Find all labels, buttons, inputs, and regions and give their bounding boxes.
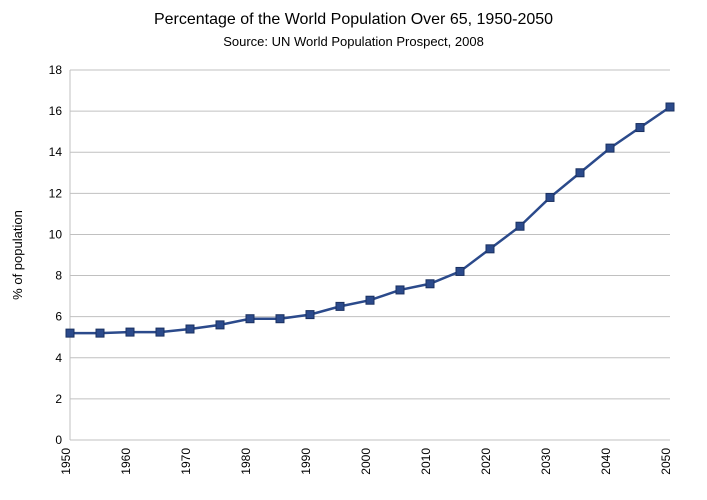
data-marker bbox=[96, 329, 104, 337]
y-tick-label: 2 bbox=[55, 392, 62, 406]
y-tick-label: 0 bbox=[55, 433, 62, 447]
data-marker bbox=[636, 124, 644, 132]
data-marker bbox=[546, 193, 554, 201]
data-marker bbox=[66, 329, 74, 337]
x-tick-label: 2000 bbox=[359, 448, 373, 475]
chart-subtitle: Source: UN World Population Prospect, 20… bbox=[223, 34, 484, 49]
x-tick-label: 1960 bbox=[119, 448, 133, 475]
x-tick-label: 2030 bbox=[539, 448, 553, 475]
y-tick-label: 6 bbox=[55, 310, 62, 324]
x-tick-label: 1970 bbox=[179, 448, 193, 475]
data-marker bbox=[516, 222, 524, 230]
line-chart: Percentage of the World Population Over … bbox=[0, 0, 707, 500]
data-marker bbox=[396, 286, 404, 294]
data-marker bbox=[366, 296, 374, 304]
data-marker bbox=[606, 144, 614, 152]
chart-title: Percentage of the World Population Over … bbox=[154, 11, 553, 28]
data-marker bbox=[666, 103, 674, 111]
data-marker bbox=[216, 321, 224, 329]
data-marker bbox=[276, 315, 284, 323]
data-marker bbox=[426, 280, 434, 288]
x-tick-label: 1990 bbox=[299, 448, 313, 475]
data-marker bbox=[486, 245, 494, 253]
x-tick-label: 2010 bbox=[419, 448, 433, 475]
data-marker bbox=[576, 169, 584, 177]
data-marker bbox=[156, 328, 164, 336]
x-tick-label: 1980 bbox=[239, 448, 253, 475]
chart-container: Percentage of the World Population Over … bbox=[0, 0, 707, 500]
data-marker bbox=[126, 328, 134, 336]
data-marker bbox=[306, 311, 314, 319]
y-tick-label: 18 bbox=[49, 63, 63, 77]
y-tick-label: 16 bbox=[49, 104, 63, 118]
y-tick-label: 12 bbox=[49, 186, 63, 200]
x-tick-label: 2020 bbox=[479, 448, 493, 475]
x-tick-label: 2050 bbox=[659, 448, 673, 475]
y-tick-label: 14 bbox=[49, 145, 63, 159]
y-axis-label: % of population bbox=[10, 210, 25, 300]
y-tick-label: 4 bbox=[55, 351, 62, 365]
x-tick-label: 1950 bbox=[59, 448, 73, 475]
y-tick-label: 10 bbox=[49, 227, 63, 241]
data-marker bbox=[186, 325, 194, 333]
data-marker bbox=[246, 315, 254, 323]
data-marker bbox=[456, 267, 464, 275]
x-tick-label: 2040 bbox=[599, 448, 613, 475]
y-tick-label: 8 bbox=[55, 269, 62, 283]
data-marker bbox=[336, 302, 344, 310]
